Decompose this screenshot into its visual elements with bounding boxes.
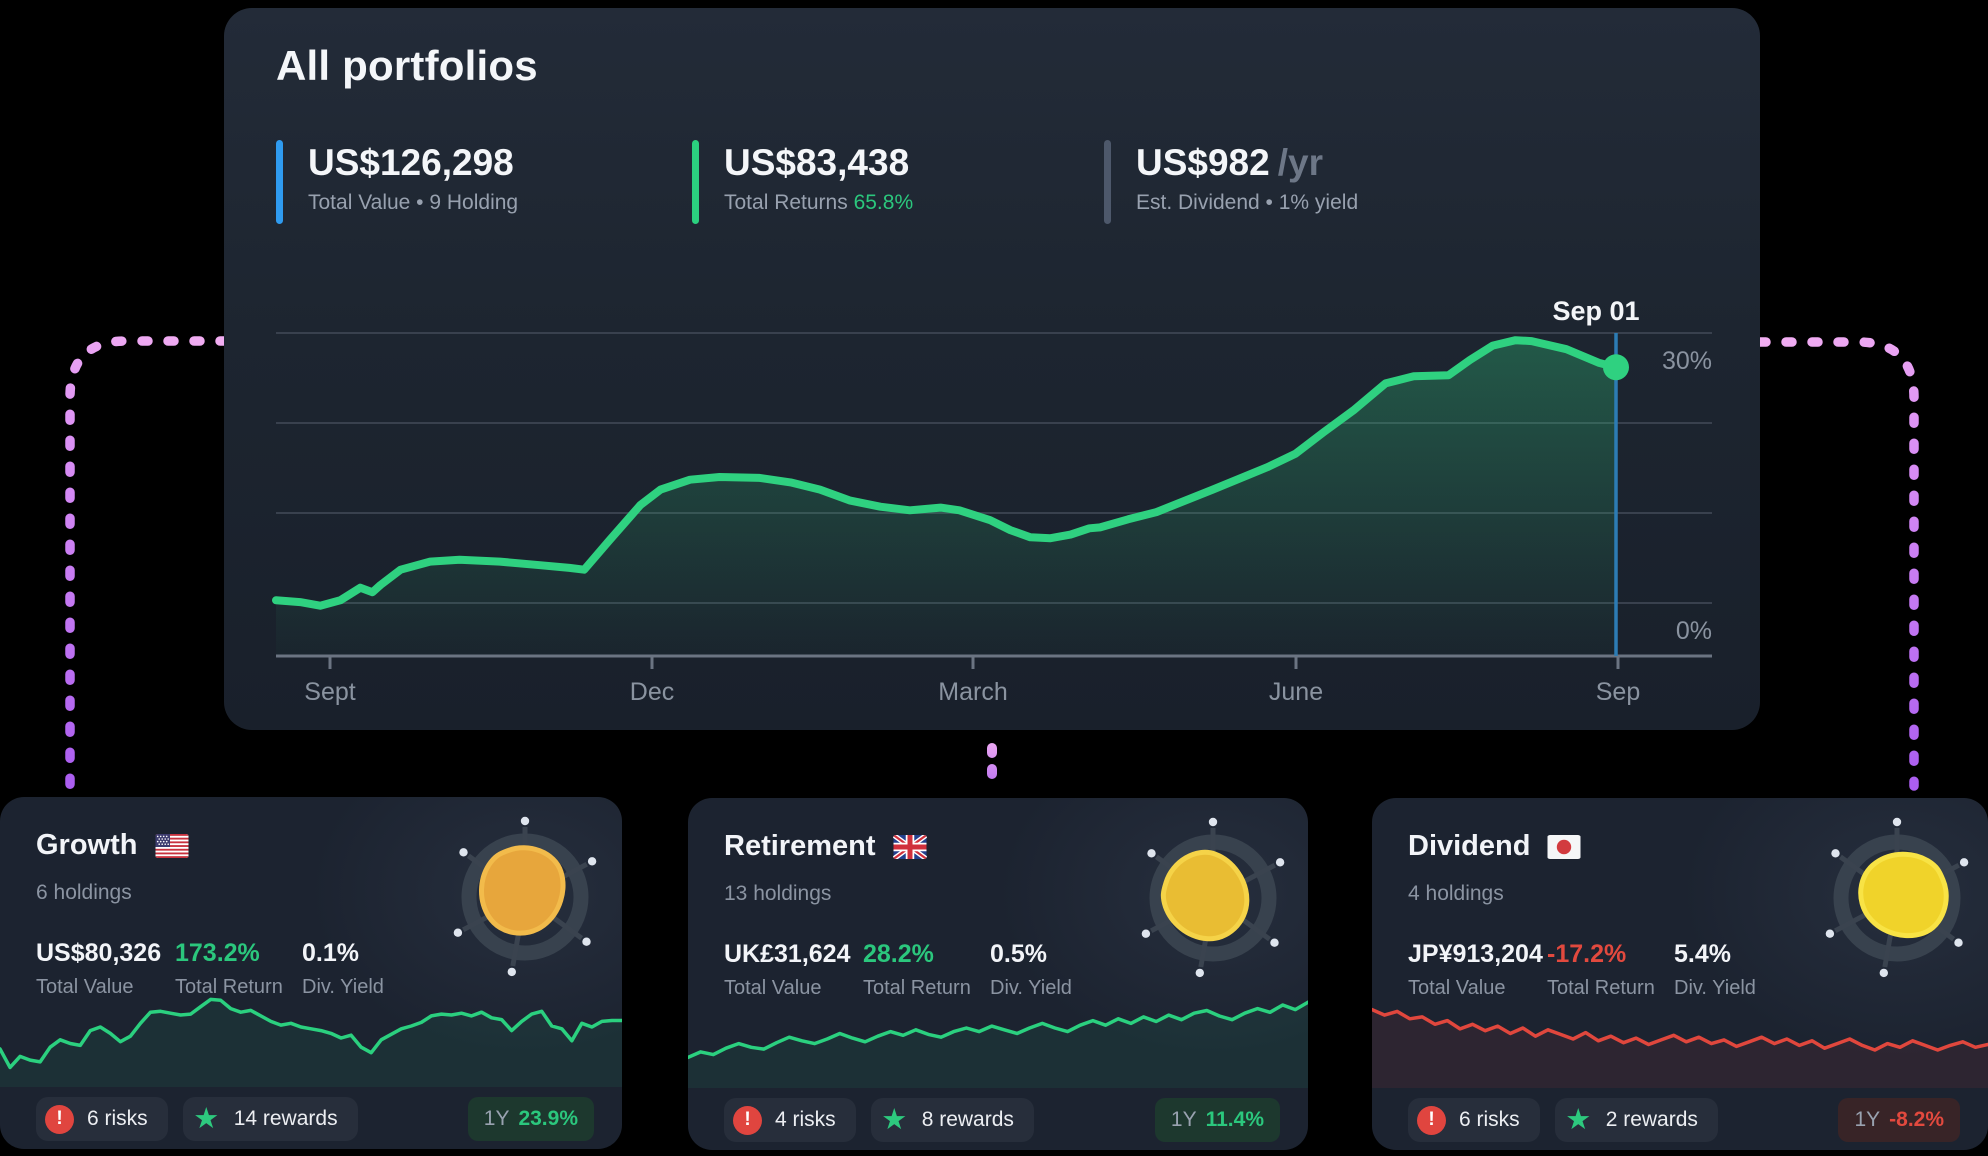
stat-accent-bar (1104, 140, 1111, 224)
risk-alert-icon (1417, 1105, 1446, 1135)
rewards-badge[interactable]: 14 rewards (182, 1097, 358, 1141)
dividend-sparkline-chart (1372, 1007, 1988, 1088)
total-value-amount: US$126,298 (308, 142, 514, 183)
portfolio-stats: US$80,326 Total Value 173.2% Total Return … (36, 935, 441, 1002)
allocation-blob (1858, 851, 1949, 939)
risk-radar-icon (1825, 817, 1969, 978)
total-returns-label: Total Returns 65.8% (724, 191, 914, 214)
risk-radar-icon (453, 816, 597, 977)
portfolio-performance-chart[interactable]: 30% 0% Sept Dec March June Sep Sep 01 (224, 8, 1760, 730)
reward-star-icon (1564, 1106, 1593, 1135)
rewards-badge[interactable]: 2 rewards (1554, 1098, 1718, 1142)
allocation-blob (1160, 849, 1250, 942)
div-yield: 0.1% (302, 939, 359, 967)
growth-sparkline-chart (0, 997, 622, 1087)
portfolio-card-growth[interactable]: Growth 6 holdings US$80,326 Total Value 1… (0, 797, 622, 1149)
div-yield: 5.4% (1674, 940, 1731, 968)
jp-flag-icon (1547, 834, 1581, 859)
risks-badge[interactable]: 6 risks (36, 1097, 168, 1141)
retirement-sparkline-chart (688, 1000, 1308, 1088)
risk-alert-icon (733, 1105, 762, 1135)
risk-radar-icon (1141, 817, 1285, 978)
svg-text:Sep 01: Sep 01 (1552, 296, 1639, 326)
total-value-label: Total Value • 9 Holding (308, 191, 519, 214)
one-year-return-badge: 1Y 11.4% (1154, 1098, 1280, 1142)
portfolio-name: Dividend (1408, 830, 1531, 862)
portfolio-card-dividend[interactable]: Dividend 4 holdings JP¥913,204 Total Valu… (1372, 798, 1988, 1150)
page-title: All portfolios (276, 42, 538, 89)
us-flag-icon (155, 833, 188, 858)
total-value: JP¥913,204 (1408, 940, 1543, 968)
total-value: US$80,326 (36, 939, 162, 967)
svg-text:June: June (1269, 678, 1323, 706)
holdings-count: 6 holdings (36, 881, 132, 904)
svg-text:Dec: Dec (630, 678, 674, 706)
holdings-count: 13 holdings (724, 882, 832, 905)
allocation-blob (478, 845, 566, 936)
svg-text:Sept: Sept (304, 678, 355, 706)
total-return: -17.2% (1547, 940, 1627, 968)
total-returns-amount: US$83,438 (724, 142, 910, 183)
svg-text:Sep: Sep (1596, 678, 1640, 706)
total-return: 173.2% (175, 939, 260, 967)
stat-accent-bar (276, 140, 283, 224)
est-dividend-amount: US$982/yr (1136, 142, 1323, 183)
risks-badge[interactable]: 4 risks (724, 1098, 856, 1142)
one-year-return-badge: 1Y -8.2% (1838, 1098, 1960, 1142)
svg-text:30%: 30% (1662, 347, 1712, 375)
portfolio-stats: UK£31,624 Total Value 28.2% Total Return 0… (724, 936, 1129, 1003)
connector-right (1755, 337, 1919, 791)
portfolio-name: Retirement (724, 830, 876, 862)
risks-badge[interactable]: 6 risks (1408, 1098, 1540, 1142)
gb-flag-icon (892, 834, 927, 859)
est-dividend-label: Est. Dividend • 1% yield (1136, 191, 1359, 214)
stat-total-value: US$126,298 Total Value • 9 Holding (276, 140, 522, 224)
stat-accent-bar (692, 140, 699, 224)
holdings-count: 4 holdings (1408, 882, 1504, 905)
total-return: 28.2% (863, 940, 934, 968)
risk-alert-icon (45, 1104, 74, 1134)
portfolio-stats: JP¥913,204 Total Value -17.2% Total Return… (1408, 936, 1813, 1003)
portfolio-card-retirement[interactable]: Retirement 13 holdings UK£31,624 Total Va… (688, 798, 1308, 1150)
total-value: UK£31,624 (724, 940, 851, 968)
reward-star-icon (880, 1106, 909, 1135)
portfolio-name: Growth (36, 829, 138, 861)
stat-est-dividend: US$982/yr Est. Dividend • 1% yield (1104, 140, 1358, 224)
svg-text:March: March (938, 678, 1007, 706)
one-year-return-badge: 1Y 23.9% (467, 1097, 594, 1141)
rewards-badge[interactable]: 8 rewards (870, 1098, 1034, 1142)
connector-left (65, 336, 231, 791)
all-portfolios-card: All portfolios US$126,298 Total Value • … (224, 8, 1760, 730)
svg-text:0%: 0% (1676, 617, 1712, 645)
div-yield: 0.5% (990, 940, 1047, 968)
stat-total-returns: US$83,438 Total Returns 65.8% (692, 140, 917, 224)
reward-star-icon (192, 1105, 221, 1134)
